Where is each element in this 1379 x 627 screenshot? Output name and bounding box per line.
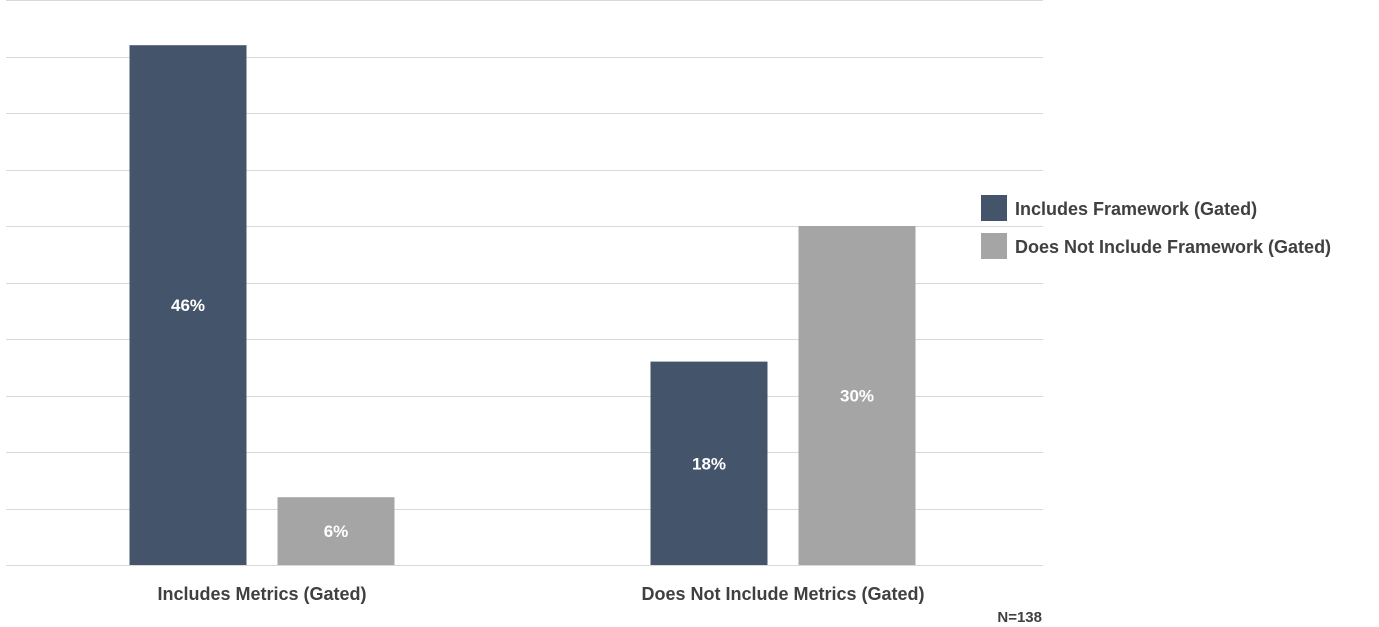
bar	[277, 497, 395, 565]
legend: Includes Framework (Gated) Does Not Inclu…	[981, 195, 1331, 259]
bar	[129, 45, 247, 565]
bar-data-label: 30%	[840, 387, 874, 406]
bars	[129, 45, 916, 565]
legend-swatch	[981, 195, 1007, 221]
legend-label: Does Not Include Framework (Gated)	[1015, 237, 1331, 257]
legend-swatch	[981, 233, 1007, 259]
legend-label: Includes Framework (Gated)	[1015, 199, 1257, 219]
bar-data-label: 6%	[324, 522, 349, 541]
category-axis-labels: Includes Metrics (Gated) Does Not Include…	[157, 584, 924, 604]
bar-data-label: 46%	[171, 296, 205, 315]
sample-size-note: N=138	[997, 609, 1042, 626]
category-label: Includes Metrics (Gated)	[157, 584, 366, 604]
bar-data-label: 18%	[692, 454, 726, 473]
bar	[650, 361, 768, 565]
bar	[798, 226, 916, 565]
category-label: Does Not Include Metrics (Gated)	[641, 584, 924, 604]
bar-data-labels: 46% 6% 18% 30%	[171, 296, 874, 541]
